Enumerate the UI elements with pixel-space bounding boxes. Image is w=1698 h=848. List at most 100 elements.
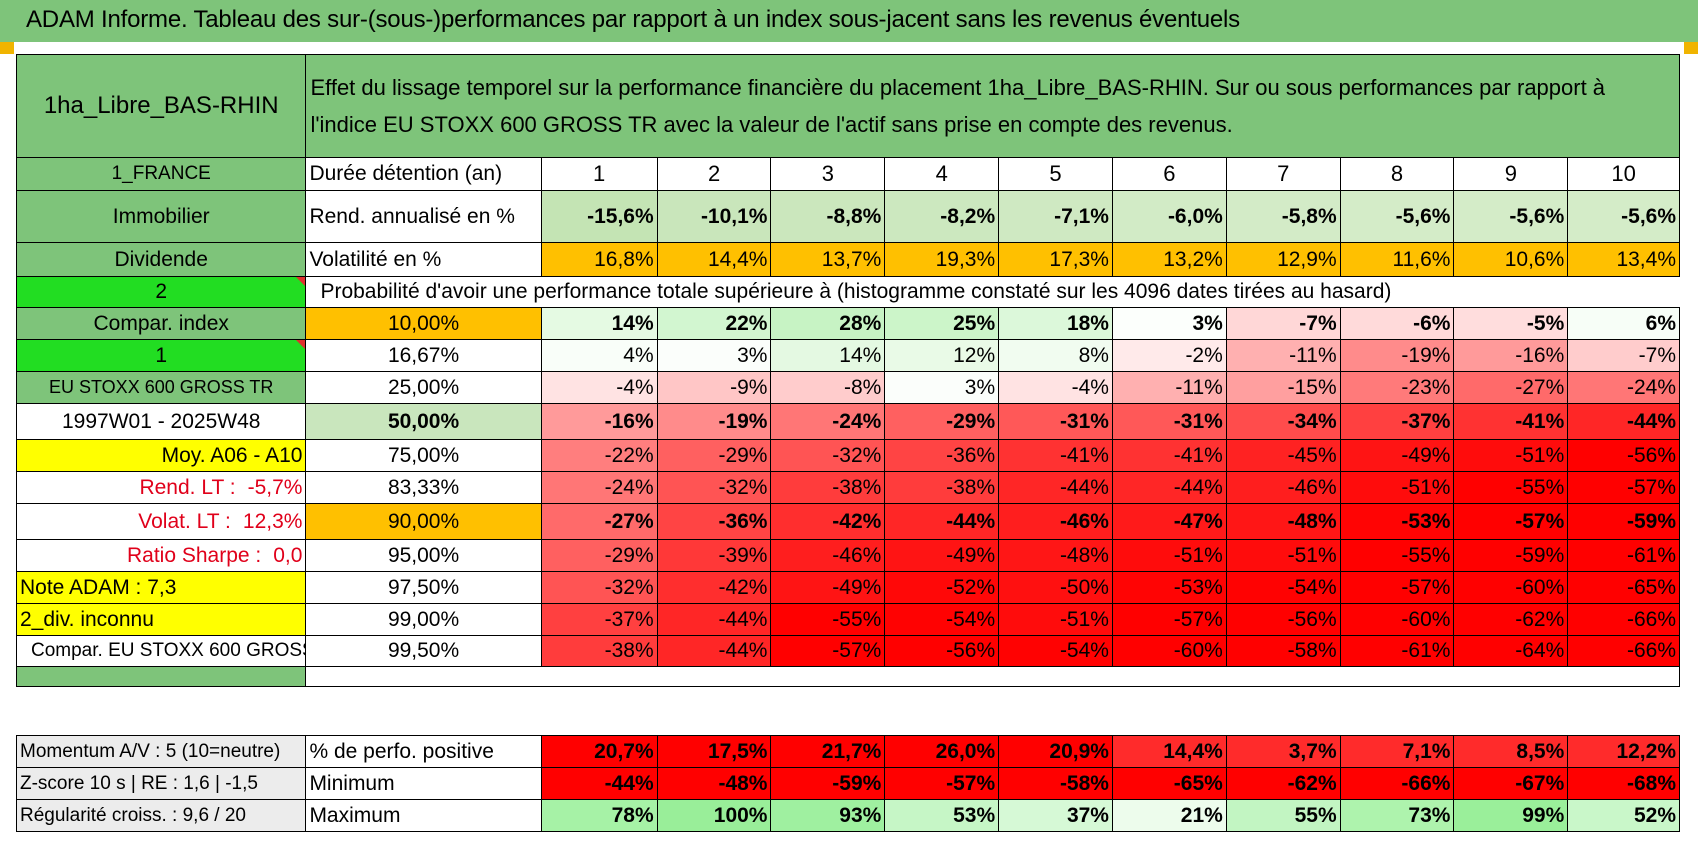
prob-value-cell[interactable]: -46% [770,539,886,572]
prob-value-cell[interactable]: -42% [770,503,886,540]
placement-name-cell[interactable]: 1ha_Libre_BAS-RHIN [15,54,307,158]
prob-value-cell[interactable]: -44% [656,635,772,667]
prob-value-cell[interactable]: -29% [656,439,772,472]
prob-value-cell[interactable]: -19% [1339,339,1455,372]
percentile-cell[interactable]: 99,50% [305,635,542,667]
prob-value-cell[interactable]: -7% [1225,307,1341,340]
prob-value-cell[interactable]: -29% [540,539,658,572]
percentile-cell[interactable]: 95,00% [305,539,542,572]
prob-value-cell[interactable]: -31% [1111,403,1227,440]
prob-value-cell[interactable]: -50% [998,571,1113,604]
moy-cell[interactable]: Moy. A06 - A10 [15,439,307,472]
prob-value-cell[interactable]: -51% [998,603,1113,636]
prob-value-cell[interactable]: -51% [1453,439,1569,472]
category-cell[interactable]: Immobilier [15,190,307,243]
rend-value-cell[interactable]: -8,2% [884,190,1000,243]
prob-value-cell[interactable]: -22% [540,439,658,472]
year-header-cell[interactable]: 3 [770,157,886,191]
bottom-value-cell[interactable]: 99% [1453,799,1569,832]
prob-value-cell[interactable]: -56% [1225,603,1341,636]
prob-value-cell[interactable]: -16% [1453,339,1569,372]
dividend-cell[interactable]: Dividende [15,242,307,277]
bottom-value-cell[interactable]: 20,7% [540,735,658,768]
vol-label-cell[interactable]: Volatilité en % [305,242,542,277]
bottom-value-cell[interactable]: 73% [1339,799,1455,832]
bottom-value-cell[interactable]: 20,9% [998,735,1113,768]
bottom-value-cell[interactable]: 7,1% [1339,735,1455,768]
year-header-cell[interactable]: 1 [540,157,658,191]
prob-value-cell[interactable]: -37% [540,603,658,636]
prob-value-cell[interactable]: -34% [1225,403,1341,440]
bottom-value-cell[interactable]: -44% [540,767,658,800]
prob-value-cell[interactable]: -48% [998,539,1113,572]
year-header-cell[interactable]: 4 [884,157,1000,191]
prob-value-cell[interactable]: -5% [1453,307,1569,340]
prob-value-cell[interactable]: -56% [1567,439,1680,472]
compar-index-cell[interactable]: Compar. index [15,307,307,340]
prob-value-cell[interactable]: -46% [998,503,1113,540]
year-header-cell[interactable]: 6 [1111,157,1227,191]
prob-value-cell[interactable]: -49% [1339,439,1455,472]
prob-value-cell[interactable]: -37% [1339,403,1455,440]
prob-value-cell[interactable]: -31% [998,403,1113,440]
bottom-value-cell[interactable]: 21% [1111,799,1227,832]
prob-value-cell[interactable]: -44% [1567,403,1680,440]
period-cell[interactable]: 1997W01 - 2025W48 [15,403,307,440]
prob-value-cell[interactable]: -36% [884,439,1000,472]
bottom-left-cell[interactable]: Momentum A/V : 5 (10=neutre) [15,735,307,768]
prob-value-cell[interactable]: -60% [1339,603,1455,636]
bottom-value-cell[interactable]: 3,7% [1225,735,1341,768]
year-header-cell[interactable]: 9 [1453,157,1569,191]
rend-value-cell[interactable]: -8,8% [770,190,886,243]
prob-value-cell[interactable]: -48% [1225,503,1341,540]
prob-value-cell[interactable]: -16% [540,403,658,440]
prob-value-cell[interactable]: -38% [770,471,886,504]
prob-value-cell[interactable]: -32% [770,439,886,472]
bottom-value-cell[interactable]: -58% [998,767,1113,800]
prob-value-cell[interactable]: -56% [884,635,1000,667]
bottom-value-cell[interactable]: 55% [1225,799,1341,832]
prob-value-cell[interactable]: -9% [656,371,772,404]
prob-value-cell[interactable]: -58% [1225,635,1341,667]
percentile-cell[interactable]: 50,00% [305,403,542,440]
prob-value-cell[interactable]: 8% [998,339,1113,372]
prob-value-cell[interactable]: -53% [1111,571,1227,604]
prob-value-cell[interactable]: -51% [1111,539,1227,572]
bottom-value-cell[interactable]: -68% [1567,767,1680,800]
bottom-value-cell[interactable]: 14,4% [1111,735,1227,768]
prob-value-cell[interactable]: -27% [1453,371,1569,404]
prob-value-cell[interactable]: -11% [1225,339,1341,372]
prob-value-cell[interactable]: -44% [998,471,1113,504]
percentile-cell[interactable]: 10,00% [305,307,542,340]
prob-value-cell[interactable]: -32% [540,571,658,604]
bottom-left-cell[interactable]: Régularité croiss. : 9,6 / 20 [15,799,307,832]
two-cell[interactable]: 2 [15,276,307,308]
prob-value-cell[interactable]: -24% [1567,371,1680,404]
prob-value-cell[interactable]: 28% [770,307,886,340]
prob-value-cell[interactable]: -57% [1339,571,1455,604]
prob-value-cell[interactable]: -7% [1567,339,1680,372]
bottom-value-cell[interactable]: 12,2% [1567,735,1680,768]
rend-value-cell[interactable]: -15,6% [540,190,658,243]
prob-value-cell[interactable]: -49% [884,539,1000,572]
prob-value-cell[interactable]: 22% [656,307,772,340]
vol-value-cell[interactable]: 11,6% [1339,242,1455,277]
bottom-value-cell[interactable]: 93% [770,799,886,832]
year-header-cell[interactable]: 5 [998,157,1113,191]
bottom-value-cell[interactable]: 78% [540,799,658,832]
vol-value-cell[interactable]: 10,6% [1453,242,1569,277]
vol-value-cell[interactable]: 13,4% [1567,242,1680,277]
prob-value-cell[interactable]: -32% [656,471,772,504]
year-header-cell[interactable]: 8 [1339,157,1455,191]
prob-value-cell[interactable]: -47% [1111,503,1227,540]
prob-value-cell[interactable]: -42% [656,571,772,604]
prob-value-cell[interactable]: -38% [540,635,658,667]
prob-value-cell[interactable]: -41% [998,439,1113,472]
prob-value-cell[interactable]: -57% [770,635,886,667]
prob-value-cell[interactable]: -64% [1453,635,1569,667]
bottom-value-cell[interactable]: -67% [1453,767,1569,800]
prob-value-cell[interactable]: -53% [1339,503,1455,540]
percentile-cell[interactable]: 75,00% [305,439,542,472]
bottom-value-cell[interactable]: 26,0% [884,735,1000,768]
prob-value-cell[interactable]: 3% [884,371,1000,404]
